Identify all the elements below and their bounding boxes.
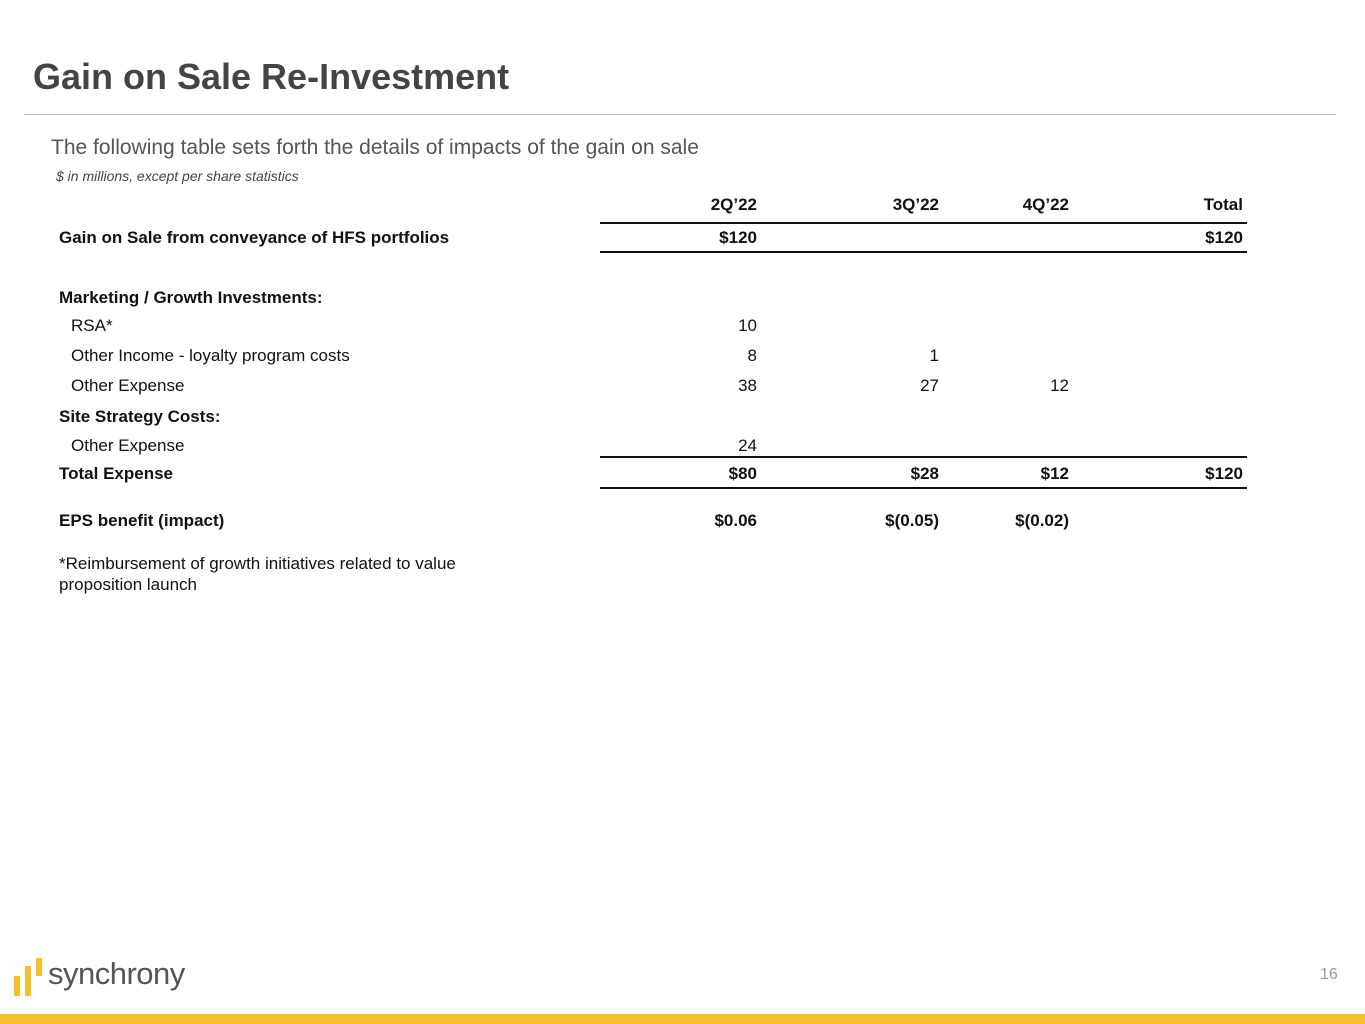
table-cell: $120 — [1205, 464, 1243, 483]
title-rule — [24, 114, 1336, 115]
subtitle: The following table sets forth the detai… — [51, 136, 699, 159]
row-label: RSA* — [71, 316, 113, 335]
row-label: Other Income - loyalty program costs — [71, 346, 350, 365]
unit-note: $ in millions, except per share statisti… — [56, 168, 299, 184]
table-cell: 10 — [738, 316, 757, 335]
row-label: Gain on Sale from conveyance of HFS port… — [59, 228, 450, 247]
column-header: Total — [1203, 195, 1243, 214]
row-label: Site Strategy Costs: — [59, 407, 221, 426]
table-cell: $120 — [1205, 228, 1243, 247]
table-cell: 27 — [920, 376, 939, 395]
table-cell: 38 — [738, 376, 757, 395]
rule — [600, 487, 1247, 489]
title: Gain on Sale Re-Investment — [33, 56, 510, 97]
table-cell: 1 — [929, 346, 939, 365]
row-label: Marketing / Growth Investments: — [59, 288, 323, 307]
table-cell: 24 — [738, 436, 757, 455]
logo-text: synchrony — [48, 956, 185, 991]
footer-bar — [0, 1014, 1365, 1024]
table-cell: $12 — [1040, 464, 1069, 483]
row-label: Other Expense — [71, 436, 185, 455]
rule — [600, 222, 1247, 224]
page-number: 16 — [1320, 966, 1338, 983]
column-header: 2Q’22 — [710, 195, 757, 214]
table-cell: 12 — [1050, 376, 1069, 395]
table-cell: $120 — [719, 228, 757, 247]
table-cell: $28 — [910, 464, 939, 483]
footnote: *Reimbursement of growth initiatives rel… — [59, 554, 456, 594]
column-header: 4Q’22 — [1022, 195, 1069, 214]
rule — [600, 456, 1247, 458]
rule — [600, 251, 1247, 253]
table-cell: $(0.02) — [1015, 511, 1069, 530]
row-label: EPS benefit (impact) — [59, 511, 225, 530]
row-label: Other Expense — [71, 376, 185, 395]
logo-mark — [14, 958, 42, 996]
row-label: Total Expense — [59, 464, 173, 483]
table-cell: $(0.05) — [885, 511, 939, 530]
table-cell: $80 — [728, 464, 757, 483]
table-cell: $0.06 — [714, 511, 757, 530]
column-header: 3Q’22 — [892, 195, 939, 214]
table-cell: 8 — [747, 346, 757, 365]
